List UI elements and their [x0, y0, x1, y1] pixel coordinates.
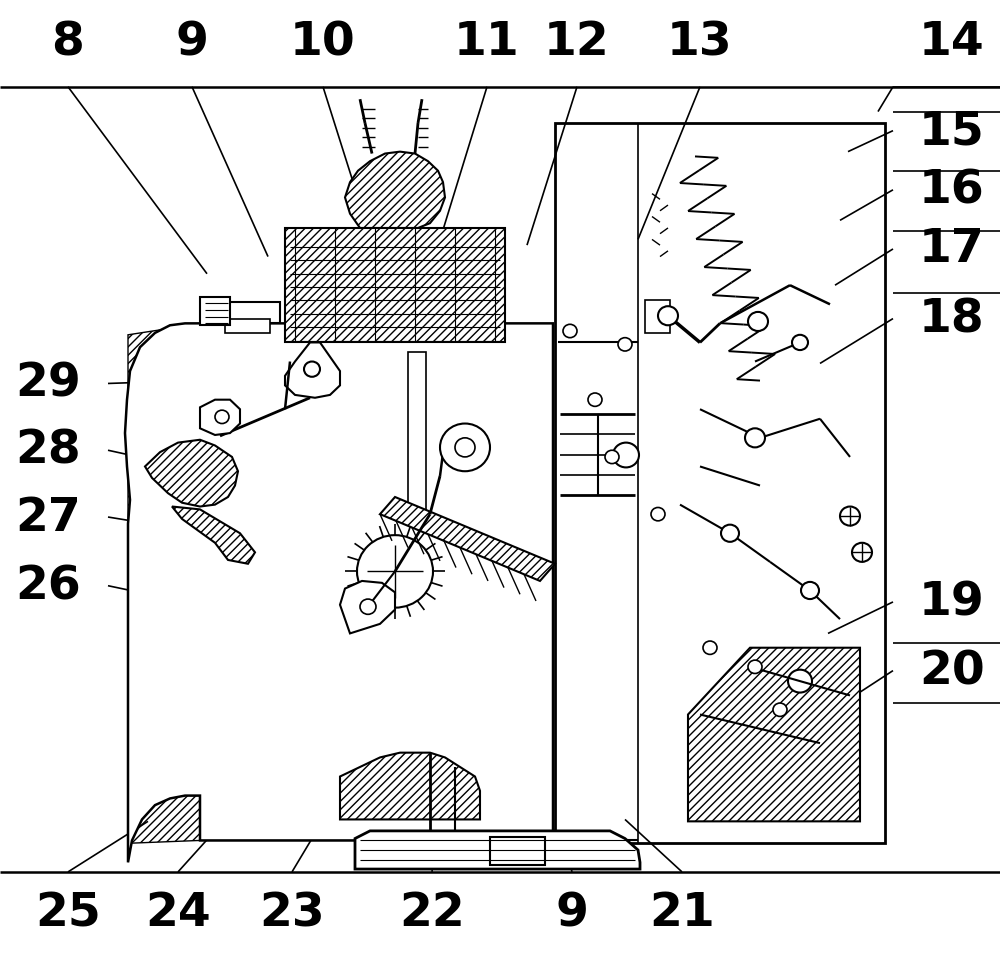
Text: 27: 27 [15, 495, 81, 540]
Text: 20: 20 [919, 648, 985, 694]
Circle shape [703, 641, 717, 655]
Circle shape [215, 411, 229, 424]
Bar [408, 353, 426, 524]
Bar [200, 297, 230, 326]
Polygon shape [355, 831, 640, 869]
Circle shape [748, 313, 768, 332]
Text: 29: 29 [15, 361, 81, 407]
Circle shape [360, 599, 376, 615]
Text: 21: 21 [649, 890, 715, 936]
Circle shape [605, 451, 619, 464]
Circle shape [651, 508, 665, 521]
Text: 9: 9 [176, 20, 208, 66]
Polygon shape [145, 440, 238, 507]
Polygon shape [285, 343, 340, 398]
Polygon shape [340, 581, 395, 634]
Text: 17: 17 [919, 227, 985, 273]
Polygon shape [190, 326, 553, 343]
Text: 25: 25 [35, 890, 101, 936]
Text: 10: 10 [290, 20, 356, 66]
Polygon shape [340, 753, 480, 820]
Polygon shape [125, 324, 553, 862]
Circle shape [792, 335, 808, 351]
Polygon shape [345, 152, 445, 229]
Polygon shape [200, 400, 240, 436]
Text: 9: 9 [556, 890, 588, 936]
Text: 8: 8 [52, 20, 84, 66]
Polygon shape [172, 507, 255, 564]
Circle shape [455, 438, 475, 457]
Circle shape [588, 394, 602, 407]
Bar [555, 124, 885, 843]
Circle shape [840, 507, 860, 526]
Circle shape [745, 429, 765, 448]
Text: 22: 22 [399, 890, 465, 936]
Circle shape [801, 582, 819, 599]
Text: 24: 24 [145, 890, 211, 936]
Text: 26: 26 [15, 563, 81, 609]
Text: 23: 23 [259, 890, 325, 936]
Circle shape [721, 525, 739, 542]
Circle shape [440, 424, 490, 472]
Circle shape [788, 670, 812, 693]
Circle shape [773, 703, 787, 717]
Text: 18: 18 [919, 296, 985, 342]
Polygon shape [128, 326, 200, 843]
Text: 13: 13 [667, 20, 733, 66]
Text: 28: 28 [15, 428, 81, 474]
Circle shape [563, 325, 577, 338]
Polygon shape [380, 497, 555, 581]
Text: 15: 15 [919, 109, 985, 154]
Circle shape [852, 543, 872, 562]
Circle shape [658, 307, 678, 326]
Text: 12: 12 [544, 20, 610, 66]
Circle shape [357, 536, 433, 608]
Circle shape [613, 443, 639, 468]
Polygon shape [200, 820, 553, 841]
Text: 11: 11 [454, 20, 520, 66]
Bar [215, 303, 280, 324]
Bar [490, 837, 545, 865]
Bar [200, 343, 553, 820]
Circle shape [304, 362, 320, 377]
Text: 14: 14 [919, 20, 985, 66]
Bar [645, 300, 670, 334]
Text: 16: 16 [919, 168, 985, 213]
Text: 19: 19 [919, 579, 985, 625]
Bar [225, 319, 270, 334]
Circle shape [618, 338, 632, 352]
Bar [285, 229, 505, 343]
Circle shape [748, 660, 762, 674]
Polygon shape [688, 648, 860, 821]
